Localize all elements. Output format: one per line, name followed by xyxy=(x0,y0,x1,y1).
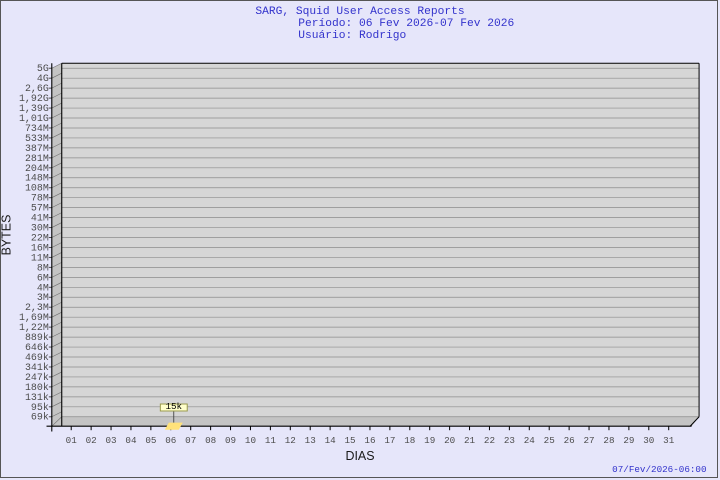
svg-text:08: 08 xyxy=(205,435,216,446)
svg-text:27: 27 xyxy=(583,435,594,446)
svg-text:24: 24 xyxy=(524,435,536,446)
svg-text:Período: 06 Fev 2026-07 Fev 20: Período: 06 Fev 2026-07 Fev 2026 xyxy=(298,18,514,30)
svg-text:15k: 15k xyxy=(165,401,182,412)
svg-text:31: 31 xyxy=(663,435,675,446)
svg-text:22: 22 xyxy=(484,435,495,446)
svg-text:02: 02 xyxy=(86,435,97,446)
svg-text:30: 30 xyxy=(643,435,654,446)
svg-text:21: 21 xyxy=(464,435,476,446)
svg-text:07/Fev/2026-06:00: 07/Fev/2026-06:00 xyxy=(612,464,706,475)
svg-text:BYTES: BYTES xyxy=(1,215,13,256)
svg-text:14: 14 xyxy=(325,435,337,446)
svg-text:06: 06 xyxy=(165,435,176,446)
svg-text:18: 18 xyxy=(404,435,415,446)
svg-text:12: 12 xyxy=(285,435,296,446)
svg-text:03: 03 xyxy=(105,435,116,446)
svg-text:26: 26 xyxy=(564,435,575,446)
svg-text:07: 07 xyxy=(185,435,196,446)
svg-text:Usuário: Rodrigo: Usuário: Rodrigo xyxy=(298,30,406,42)
svg-text:09: 09 xyxy=(225,435,236,446)
svg-text:13: 13 xyxy=(305,435,316,446)
svg-text:69k: 69k xyxy=(31,412,49,423)
svg-text:04: 04 xyxy=(125,435,137,446)
svg-text:23: 23 xyxy=(504,435,515,446)
svg-text:25: 25 xyxy=(544,435,555,446)
svg-text:11: 11 xyxy=(265,435,277,446)
svg-text:01: 01 xyxy=(66,435,78,446)
svg-text:17: 17 xyxy=(384,435,395,446)
svg-text:20: 20 xyxy=(444,435,455,446)
svg-text:05: 05 xyxy=(145,435,156,446)
svg-text:15: 15 xyxy=(344,435,355,446)
svg-text:19: 19 xyxy=(424,435,435,446)
svg-text:10: 10 xyxy=(245,435,256,446)
svg-text:29: 29 xyxy=(623,435,634,446)
svg-text:DIAS: DIAS xyxy=(345,449,374,463)
svg-text:SARG, Squid User Access Report: SARG, Squid User Access Reports xyxy=(255,6,464,18)
svg-text:28: 28 xyxy=(603,435,614,446)
svg-text:16: 16 xyxy=(364,435,375,446)
